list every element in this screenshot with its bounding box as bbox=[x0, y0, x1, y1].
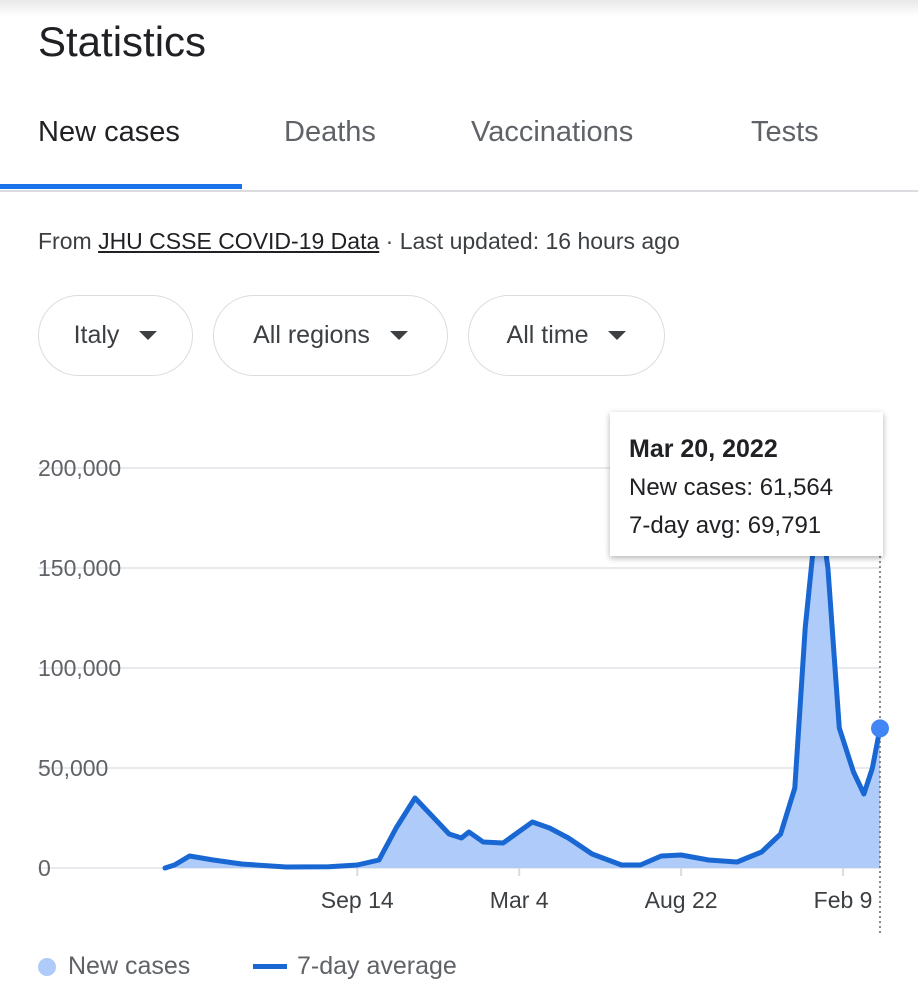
tab-new-cases[interactable]: New cases bbox=[38, 116, 180, 148]
chart-tooltip: Mar 20, 2022 New cases: 61,564 7-day avg… bbox=[610, 412, 883, 556]
legend-dot-icon bbox=[38, 957, 56, 976]
tooltip-avg: 7-day avg: 69,791 bbox=[629, 512, 822, 539]
legend-7-day-average: 7-day average bbox=[253, 952, 457, 981]
source-link[interactable]: JHU CSSE COVID-19 Data bbox=[98, 228, 380, 254]
tab-tests[interactable]: Tests bbox=[751, 116, 819, 148]
country-dropdown[interactable]: Italy bbox=[38, 295, 193, 376]
dropdown-label: All time bbox=[506, 321, 589, 349]
x-tick-label: Feb 9 bbox=[814, 887, 873, 913]
legend-new-cases: New cases bbox=[38, 952, 190, 981]
tab-deaths[interactable]: Deaths bbox=[284, 116, 376, 148]
new-cases-area bbox=[165, 498, 880, 868]
caret-down-icon bbox=[389, 331, 408, 340]
active-tab-indicator bbox=[0, 184, 242, 189]
y-tick-label: 100,000 bbox=[38, 655, 121, 681]
region-dropdown[interactable]: All regions bbox=[213, 295, 448, 376]
y-tick-label: 0 bbox=[38, 855, 51, 881]
tooltip-new-cases: New cases: 61,564 bbox=[629, 474, 834, 501]
x-tick-label: Mar 4 bbox=[490, 887, 549, 913]
y-tick-label: 200,000 bbox=[38, 455, 121, 481]
x-tick-label: Aug 22 bbox=[645, 887, 718, 913]
top-shadow bbox=[0, 0, 918, 16]
caret-down-icon bbox=[139, 331, 158, 340]
tooltip-date: Mar 20, 2022 bbox=[629, 435, 778, 463]
caret-down-icon bbox=[608, 331, 627, 340]
dropdown-label: Italy bbox=[73, 321, 120, 349]
page-title: Statistics bbox=[38, 18, 207, 65]
source-line: From JHU CSSE COVID-19 Data · Last updat… bbox=[38, 228, 680, 255]
legend-line-icon bbox=[253, 964, 287, 969]
dropdown-label: All regions bbox=[253, 321, 370, 349]
tab-bar: New cases Deaths Vaccinations Tests bbox=[0, 108, 918, 192]
tab-vaccinations[interactable]: Vaccinations bbox=[471, 116, 634, 148]
y-tick-label: 150,000 bbox=[38, 555, 121, 581]
source-prefix: From bbox=[38, 228, 99, 254]
hover-point bbox=[871, 719, 889, 738]
x-tick-label: Sep 14 bbox=[321, 887, 394, 913]
last-updated: · Last updated: 16 hours ago bbox=[379, 228, 680, 254]
legend-label: New cases bbox=[68, 952, 191, 980]
legend-label: 7-day average bbox=[297, 952, 457, 980]
y-tick-label: 50,000 bbox=[38, 755, 108, 781]
time-range-dropdown[interactable]: All time bbox=[468, 295, 665, 376]
